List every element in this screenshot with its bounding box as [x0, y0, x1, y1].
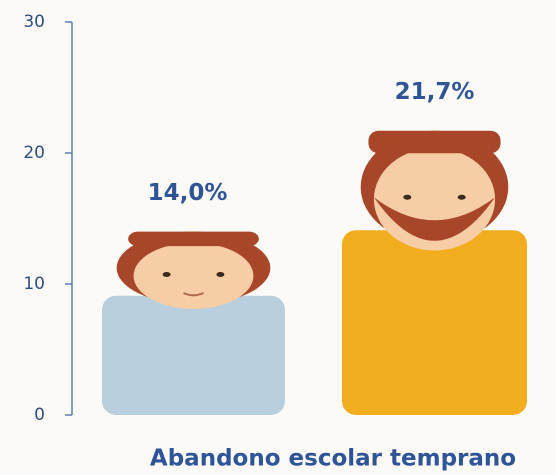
y-tick-label: 0: [34, 405, 45, 425]
fringe: [368, 131, 500, 154]
value-label: 21,7%: [395, 79, 475, 105]
figure-bar: [342, 131, 527, 415]
body: [102, 296, 285, 415]
eye: [163, 272, 171, 277]
y-tick-label: 20: [23, 143, 45, 163]
eye: [403, 195, 411, 200]
fringe: [128, 232, 259, 247]
body: [342, 230, 527, 415]
eye: [458, 195, 466, 200]
figure-bar: [102, 232, 285, 415]
x-axis-label: Abandono escolar temprano: [150, 446, 516, 472]
y-tick-label: 30: [23, 12, 45, 32]
eye: [216, 272, 224, 277]
y-tick-label: 10: [23, 274, 45, 294]
chart: Abandono escolar temprano 0 10 20 30 14,0% 21…: [0, 0, 556, 475]
face: [134, 243, 254, 309]
value-label: 14,0%: [148, 180, 228, 206]
